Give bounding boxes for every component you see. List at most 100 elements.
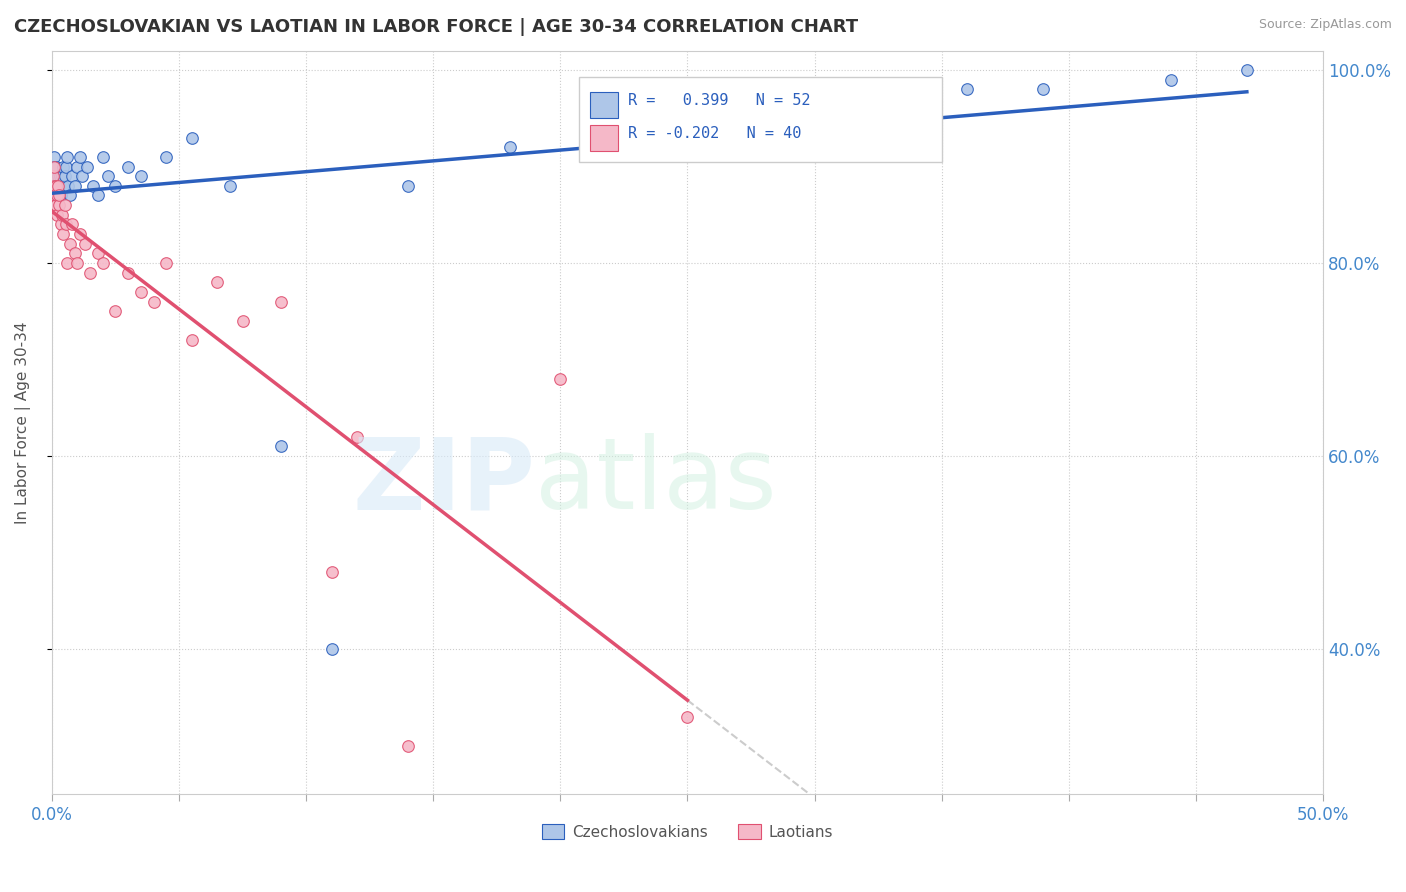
Point	[59, 236, 82, 251]
Text: atlas: atlas	[534, 434, 776, 531]
Point	[702, 112, 724, 126]
Point	[752, 102, 775, 116]
Point	[53, 198, 76, 212]
Point	[855, 92, 877, 106]
Point	[55, 218, 77, 232]
Point	[66, 256, 89, 270]
Point	[129, 169, 152, 184]
Point	[46, 178, 69, 193]
Point	[44, 178, 66, 193]
Point	[73, 236, 96, 251]
Point	[48, 188, 70, 202]
Point	[44, 160, 66, 174]
Point	[346, 430, 368, 444]
Point	[142, 294, 165, 309]
Point	[905, 92, 928, 106]
Point	[49, 178, 72, 193]
Point	[63, 246, 86, 260]
Point	[69, 227, 91, 241]
Point	[46, 208, 69, 222]
Point	[396, 739, 419, 753]
Point	[66, 160, 89, 174]
Point	[86, 246, 108, 260]
Text: Source: ZipAtlas.com: Source: ZipAtlas.com	[1258, 18, 1392, 31]
Bar	[589, 92, 617, 118]
Point	[55, 160, 77, 174]
Point	[270, 294, 292, 309]
Point	[155, 150, 177, 164]
Point	[44, 160, 66, 174]
Point	[104, 304, 127, 318]
Point	[1032, 82, 1054, 96]
Point	[91, 150, 114, 164]
Point	[44, 188, 66, 202]
Point	[1160, 72, 1182, 87]
Point	[42, 169, 65, 184]
Point	[45, 160, 67, 174]
Point	[58, 178, 80, 193]
Point	[626, 120, 648, 135]
Point	[53, 169, 76, 184]
Point	[42, 169, 65, 184]
Point	[63, 178, 86, 193]
Point	[1236, 62, 1258, 77]
Point	[129, 285, 152, 299]
Point	[321, 642, 343, 657]
Text: ZIP: ZIP	[352, 434, 534, 531]
Point	[498, 140, 520, 154]
Point	[49, 218, 72, 232]
Point	[803, 102, 825, 116]
Point	[218, 178, 240, 193]
Point	[205, 276, 228, 290]
Point	[45, 198, 67, 212]
Point	[60, 218, 83, 232]
Point	[180, 333, 202, 347]
Point	[69, 150, 91, 164]
Point	[82, 178, 104, 193]
Point	[91, 256, 114, 270]
Point	[60, 169, 83, 184]
Point	[79, 266, 101, 280]
Point	[86, 188, 108, 202]
Point	[42, 150, 65, 164]
Point	[46, 169, 69, 184]
Point	[231, 314, 253, 328]
Point	[56, 150, 79, 164]
Text: R = -0.202   N = 40: R = -0.202 N = 40	[627, 127, 801, 142]
Point	[48, 188, 70, 202]
Point	[48, 178, 70, 193]
Point	[46, 178, 69, 193]
Point	[51, 208, 73, 222]
Point	[59, 188, 82, 202]
Point	[117, 160, 139, 174]
Point	[56, 256, 79, 270]
Point	[97, 169, 120, 184]
Point	[321, 565, 343, 579]
Point	[45, 178, 67, 193]
Point	[117, 266, 139, 280]
Point	[51, 188, 73, 202]
Point	[45, 188, 67, 202]
Point	[180, 130, 202, 145]
Text: R =   0.399   N = 52: R = 0.399 N = 52	[627, 93, 810, 108]
Point	[155, 256, 177, 270]
Point	[76, 160, 98, 174]
Point	[956, 82, 979, 96]
Y-axis label: In Labor Force | Age 30-34: In Labor Force | Age 30-34	[15, 321, 31, 524]
Point	[270, 440, 292, 454]
Legend: Czechoslovakians, Laotians: Czechoslovakians, Laotians	[536, 818, 839, 846]
Bar	[589, 125, 617, 151]
Point	[52, 178, 75, 193]
Point	[51, 169, 73, 184]
Point	[51, 160, 73, 174]
Point	[45, 188, 67, 202]
Point	[104, 178, 127, 193]
Point	[45, 169, 67, 184]
Point	[42, 178, 65, 193]
Point	[72, 169, 94, 184]
Text: CZECHOSLOVAKIAN VS LAOTIAN IN LABOR FORCE | AGE 30-34 CORRELATION CHART: CZECHOSLOVAKIAN VS LAOTIAN IN LABOR FORC…	[14, 18, 858, 36]
Bar	[579, 77, 942, 162]
Point	[49, 169, 72, 184]
Point	[550, 372, 572, 386]
Point	[396, 178, 419, 193]
